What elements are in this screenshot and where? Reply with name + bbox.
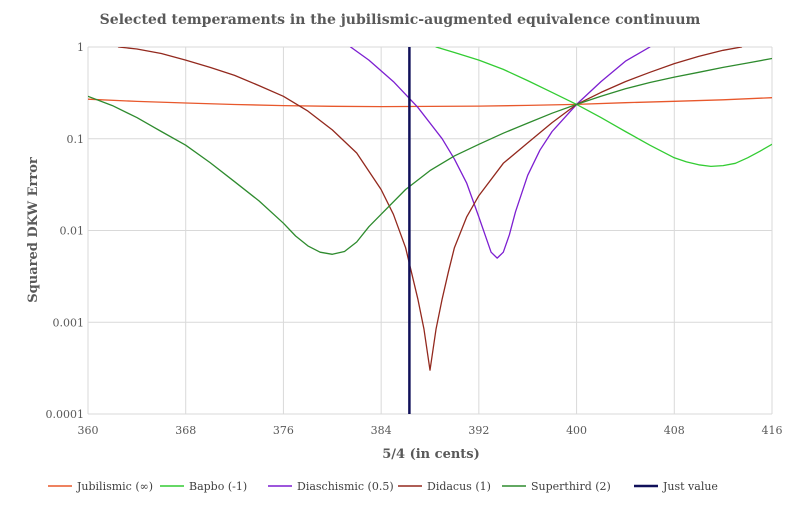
series-line-0: [88, 97, 772, 108]
x-tick-label: 416: [762, 424, 783, 437]
x-tick-label: 392: [468, 424, 489, 437]
legend: Jubilismic (∞) Bapbo (-1) Diaschismic (0.5…: [48, 480, 718, 493]
chart-title: Selected temperaments in the jubilismic-…: [100, 12, 701, 28]
x-tick-label: 368: [175, 424, 196, 437]
y-tick-label: 0.01: [60, 225, 85, 238]
series-line-4: [88, 57, 772, 255]
legend-label: Jubilismic (∞): [76, 480, 153, 493]
x-tick-label: 376: [273, 424, 294, 437]
series-line-1: [435, 47, 772, 168]
series-lines: [88, 47, 772, 414]
x-tick-label: 360: [78, 424, 99, 437]
series-line-3: [117, 47, 743, 371]
x-tick-label: 400: [566, 424, 587, 437]
y-tick-label: 0.001: [53, 316, 85, 329]
legend-label: Bapbo (-1): [189, 480, 247, 493]
legend-label: Just value: [662, 480, 718, 493]
tick-labels: 360 368 376 384 392 400 408 416 0.0001 0.001 0.01 0…: [46, 41, 783, 437]
series-line-2: [349, 47, 651, 259]
grid-lines: [87, 46, 773, 415]
y-tick-label: 0.0001: [46, 408, 85, 421]
legend-label: Diaschismic (0.5): [297, 480, 394, 493]
legend-label: Didacus (1): [427, 480, 491, 493]
y-tick-label: 0.1: [67, 133, 85, 146]
legend-label: Superthird (2): [531, 480, 611, 493]
x-tick-label: 408: [664, 424, 685, 437]
y-tick-label: 1: [77, 41, 84, 54]
y-axis-title: Squared DKW Error: [26, 157, 41, 303]
x-axis-title: 5/4 (in cents): [382, 447, 480, 462]
x-tick-label: 384: [371, 424, 392, 437]
